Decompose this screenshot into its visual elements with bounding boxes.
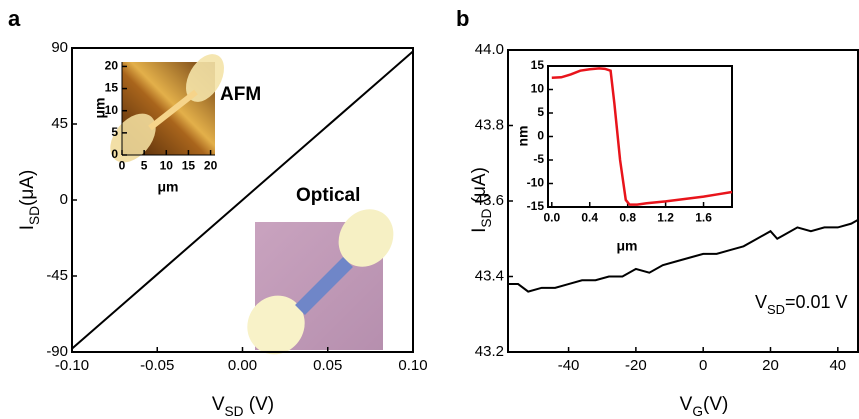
label-part: =0.01 V: [785, 292, 848, 312]
data-line: [508, 219, 859, 293]
label-part: G: [692, 404, 703, 419]
label-part: I: [469, 228, 490, 233]
x-tick-label: -40: [558, 357, 580, 374]
optical-image: [247, 209, 394, 355]
x-tick-label: 0: [119, 159, 126, 173]
y-tick-label: 43.2: [475, 343, 504, 360]
annotation: VSD=0.01 V: [755, 292, 848, 317]
y-axis-label: ISD(μA): [17, 170, 42, 231]
y-tick-label: 0: [60, 191, 68, 208]
x-tick-label: -0.10: [55, 357, 89, 374]
x-tick-label: -0.05: [140, 357, 174, 374]
inset-title: AFM: [220, 84, 261, 105]
x-tick-label: 10: [160, 159, 174, 173]
x-tick-label: 20: [762, 357, 779, 374]
y-tick-label: 5: [111, 125, 118, 139]
label-part: SD: [479, 209, 494, 228]
y-tick-label: -15: [527, 199, 545, 213]
y-axis-label: μm: [92, 97, 108, 118]
y-tick-label: 45: [51, 115, 68, 132]
x-tick-label: 0.05: [313, 357, 342, 374]
label-part: SD: [27, 206, 42, 225]
x-tick-label: 0.10: [398, 357, 427, 374]
x-axis-label: VG(V): [680, 394, 729, 419]
y-tick-label: 10: [105, 103, 119, 117]
y-axis-label: ISD (μA): [469, 167, 494, 233]
label-part: (μA): [469, 167, 490, 209]
y-tick-label: -45: [46, 267, 68, 284]
label-part: SD: [225, 404, 244, 419]
x-tick-label: 15: [182, 159, 196, 173]
inset-background: [548, 66, 732, 207]
label-part: V: [680, 394, 693, 415]
y-tick-label: 90: [51, 39, 68, 56]
label-part: SD: [767, 302, 785, 317]
panel-label: b: [456, 6, 469, 31]
x-tick-label: 0.00: [228, 357, 257, 374]
label-part: (V): [244, 394, 275, 415]
x-axis-label: μm: [157, 179, 178, 195]
x-tick-label: 1.6: [695, 211, 712, 225]
y-tick-label: -90: [46, 343, 68, 360]
x-tick-label: 20: [204, 159, 218, 173]
label-part: (μA): [17, 170, 38, 206]
y-tick-label: 10: [531, 82, 545, 96]
y-tick-label: 44.0: [475, 41, 504, 58]
x-tick-label: 0.0: [543, 211, 560, 225]
x-tick-label: 40: [829, 357, 846, 374]
x-tick-label: 1.2: [657, 211, 674, 225]
x-tick-label: 0: [699, 357, 707, 374]
annotation: Optical: [296, 185, 360, 206]
label-part: V: [755, 292, 767, 312]
label-part: V: [212, 394, 225, 415]
x-tick-label: 5: [141, 159, 148, 173]
y-tick-label: 0: [537, 129, 544, 143]
x-axis-label: μm: [616, 238, 637, 254]
y-tick-label: 5: [537, 105, 544, 119]
y-tick-label: 0: [111, 147, 118, 161]
y-tick-label: -10: [527, 176, 545, 190]
y-axis-label: nm: [515, 126, 531, 147]
y-tick-label: 43.8: [475, 116, 504, 133]
y-tick-label: 15: [105, 81, 119, 95]
data-line: [551, 67, 733, 206]
y-tick-label: 43.4: [475, 267, 504, 284]
panel-label: a: [8, 6, 21, 31]
x-tick-label: 0.8: [619, 211, 636, 225]
y-tick-label: -5: [533, 152, 544, 166]
y-tick-label: 15: [531, 58, 545, 72]
label-part: I: [17, 225, 38, 230]
y-tick-label: 43.6: [475, 192, 504, 209]
x-tick-label: 0.4: [581, 211, 598, 225]
x-tick-label: -20: [625, 357, 647, 374]
x-axis-label: VSD (V): [212, 394, 274, 419]
data-line: [71, 50, 414, 350]
y-tick-label: 20: [105, 59, 119, 73]
label-part: (V): [703, 394, 728, 415]
